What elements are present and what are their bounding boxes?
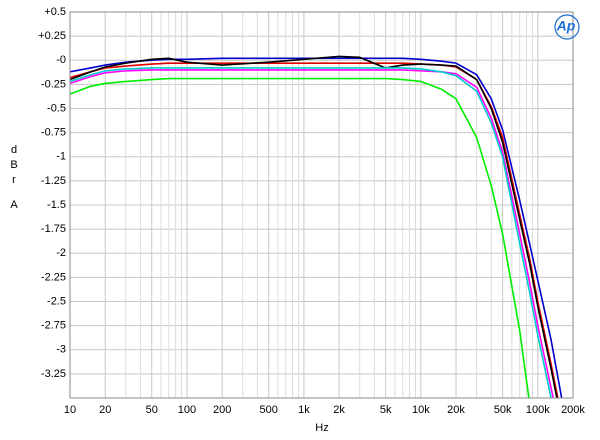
y-tick-label: -2.25 [41,271,66,283]
x-tick-label: 20k [447,404,465,416]
y-tick-label: +0.5 [44,6,66,18]
y-tick-label: -3.25 [41,368,66,380]
logo: Ap [554,14,580,40]
lines [70,55,563,398]
y-tick-label: -2.5 [47,295,66,307]
y-tick-label: -0.25 [41,78,66,90]
y-axis-label: d [11,144,17,156]
y-axis-label: A [10,199,18,211]
y-tick-label: -1.75 [41,223,66,235]
series-line [70,77,530,398]
x-tick-label: 1k [298,404,310,416]
y-tick-label: +0.25 [38,30,66,42]
y-tick-label: -2.75 [41,320,66,332]
x-tick-label: 10k [412,404,430,416]
x-tick-label: 100k [526,404,550,416]
x-tick-label: 5k [380,404,392,416]
x-tick-label: 50 [146,404,158,416]
series-line [70,57,563,398]
x-axis-label: Hz [315,422,328,434]
x-tick-label: 100 [178,404,196,416]
y-tick-label: -1.5 [47,199,66,211]
series-line [70,69,555,398]
x-tick-label: 50k [494,404,512,416]
y-tick-label: -0 [56,54,66,66]
logo-text: Ap [556,18,576,34]
x-tick-label: 2k [333,404,345,416]
x-tick-label: 20 [99,404,111,416]
plot-frame [69,11,574,399]
x-tick-label: 200k [561,404,585,416]
x-tick-label: 200 [213,404,231,416]
y-axis-label: B [10,159,17,171]
y-tick-label: -0.5 [47,102,66,114]
y-tick-label: -1 [56,151,66,163]
series-line [70,62,559,398]
logo-ring [554,14,580,40]
series-line [70,67,552,398]
y-tick-label: -2 [56,247,66,259]
y-tick-label: -0.75 [41,127,66,139]
x-tick-label: 10 [64,404,76,416]
y-tick-label: -3 [56,344,66,356]
y-tick-label: -1.25 [41,175,66,187]
x-tick-label: 500 [260,404,278,416]
y-axis-label: r [12,174,16,186]
